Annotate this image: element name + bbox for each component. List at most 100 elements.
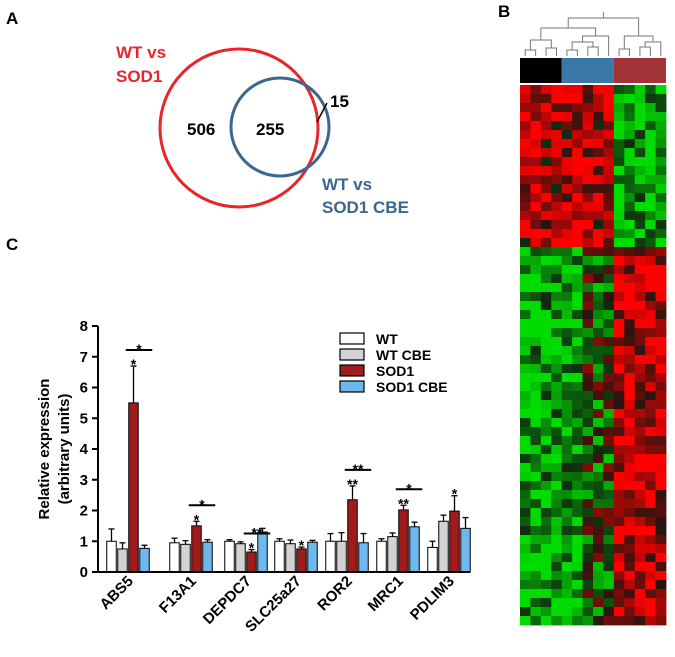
heatmap-cell xyxy=(634,535,646,545)
heatmap-cell xyxy=(530,418,542,428)
dendrogram-branch xyxy=(618,48,630,56)
heatmap-cell xyxy=(551,202,563,212)
venn-count-only-set2: 15 xyxy=(330,92,349,111)
heatmap-cell xyxy=(645,535,656,545)
heatmap-cell xyxy=(540,121,552,131)
bar-wt-pdlim3 xyxy=(427,546,438,573)
heatmap-cell xyxy=(551,418,563,428)
bar-sod1-cbe-ror2 xyxy=(358,542,369,573)
bar-sod1-mrc1 xyxy=(398,509,409,573)
heatmap-cell xyxy=(572,526,583,536)
heatmap-cell xyxy=(520,472,531,482)
heatmap-cell xyxy=(540,616,552,626)
heatmap-cell xyxy=(593,400,604,410)
heatmap-cell xyxy=(645,391,656,401)
significance-bracket-star: ** xyxy=(353,461,364,477)
heatmap-cell xyxy=(530,607,542,617)
heatmap-cell xyxy=(561,310,573,320)
heatmap-cell xyxy=(551,346,563,356)
heatmap-cell xyxy=(613,589,625,599)
heatmap-cell xyxy=(603,517,615,527)
heatmap-cell xyxy=(603,373,615,383)
heatmap-cell xyxy=(551,463,563,473)
heatmap-cell xyxy=(645,130,656,140)
heatmap-cell xyxy=(530,85,542,95)
heatmap-cell xyxy=(593,94,604,104)
significance-annotations: *************** * xyxy=(125,341,458,556)
heatmap-cell xyxy=(530,229,542,239)
legend-swatch-wt xyxy=(339,332,365,345)
heatmap-cell xyxy=(582,355,594,365)
heatmap-cell xyxy=(572,157,583,167)
heatmap-cell xyxy=(613,148,625,158)
heatmap-cell xyxy=(624,607,636,617)
heatmap-cell xyxy=(520,382,531,392)
heatmap-cell xyxy=(624,382,636,392)
heatmap-cell xyxy=(593,382,604,392)
heatmap-cell xyxy=(520,337,531,347)
heatmap-cell xyxy=(582,463,594,473)
heatmap-cell xyxy=(613,193,625,203)
heatmap-cell xyxy=(645,355,656,365)
heatmap-cell xyxy=(624,274,636,284)
heatmap-cell xyxy=(624,436,636,446)
heatmap-cell xyxy=(551,337,563,347)
heatmap-cell xyxy=(540,301,552,311)
heatmap-cell xyxy=(530,274,542,284)
heatmap-cell xyxy=(520,94,531,104)
bar-sod1-cbe-f13a1 xyxy=(202,541,213,573)
heatmap-cell xyxy=(561,301,573,311)
heatmap-cell xyxy=(520,364,531,374)
heatmap-cell xyxy=(634,283,646,293)
y-tick-label: 4 xyxy=(80,441,89,458)
heatmap-cell xyxy=(530,580,542,590)
heatmap-cell xyxy=(540,598,552,608)
heatmap-cell xyxy=(561,130,573,140)
heatmap-cell xyxy=(551,544,563,554)
heatmap-cell xyxy=(551,490,563,500)
heatmap-cell xyxy=(540,193,552,203)
heatmap-cell xyxy=(593,562,604,572)
heatmap-cell xyxy=(634,337,646,347)
heatmap-cell xyxy=(655,409,667,419)
heatmap-cell xyxy=(520,418,531,428)
heatmap-cell xyxy=(624,283,636,293)
heatmap-cell xyxy=(551,598,563,608)
heatmap-cell xyxy=(551,139,563,149)
heatmap-cell xyxy=(530,499,542,509)
heatmap-cell xyxy=(593,616,604,626)
heatmap-cell xyxy=(572,85,583,95)
heatmap-cell xyxy=(561,274,573,284)
heatmap-cell xyxy=(540,499,552,509)
heatmap-cell xyxy=(561,445,573,455)
heatmap-cell xyxy=(582,427,594,437)
heatmap-cell xyxy=(624,355,636,365)
heatmap-cell xyxy=(603,472,615,482)
heatmap-cell xyxy=(603,490,615,500)
heatmap-cell xyxy=(561,526,573,536)
heatmap-cell xyxy=(645,193,656,203)
heatmap-cell xyxy=(624,391,636,401)
heatmap-cell xyxy=(634,139,646,149)
heatmap-cell xyxy=(551,364,563,374)
heatmap-cell xyxy=(561,373,573,383)
heatmap-cell xyxy=(520,292,531,302)
heatmap-cell xyxy=(530,94,542,104)
heatmap-cell xyxy=(603,553,615,563)
heatmap-cell xyxy=(655,355,667,365)
heatmap-cell xyxy=(613,166,625,176)
heatmap-cell xyxy=(613,517,625,527)
heatmap-cell xyxy=(551,499,563,509)
heatmap-cell xyxy=(561,328,573,338)
heatmap-cell xyxy=(540,85,552,95)
heatmap-cell xyxy=(572,94,583,104)
heatmap-cell xyxy=(520,148,531,158)
heatmap-cell xyxy=(582,580,594,590)
heatmap-cell xyxy=(530,328,542,338)
heatmap-cell xyxy=(613,364,625,374)
heatmap-cell xyxy=(624,139,636,149)
heatmap-cell xyxy=(572,265,583,275)
heatmap-cell xyxy=(582,112,594,122)
heatmap-cell xyxy=(572,337,583,347)
heatmap-cell xyxy=(624,400,636,410)
